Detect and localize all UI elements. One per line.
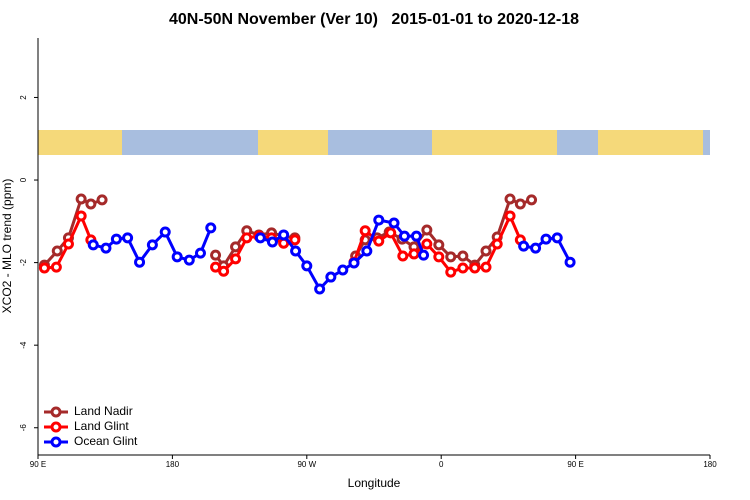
point [433,251,445,263]
y-tick-label: -6 [19,424,28,432]
point [491,238,503,250]
point [518,240,530,252]
point [504,210,516,222]
point [241,232,253,244]
point [385,227,397,239]
point [445,266,457,278]
legend-marker [50,421,62,433]
point [301,260,313,272]
point [50,261,62,273]
point [100,242,112,254]
y-axis-label: XCO2 - MLO trend (ppm) [0,179,14,314]
point [540,233,552,245]
chart-title: 40N-50N November (Ver 10) 2015-01-01 to … [169,11,579,28]
point [122,232,134,244]
x-tick-label: 90 E [30,460,46,469]
legend-label: Ocean Glint [74,434,138,448]
point [526,194,538,206]
x-axis-label: Longitude [348,476,401,490]
point [289,234,301,246]
legend-marker [50,436,62,448]
map-band [38,130,710,155]
x-tick-label: 90 E [567,460,583,469]
point [75,210,87,222]
point [373,235,385,247]
land-band [432,130,557,155]
point [171,251,183,263]
point [348,257,360,269]
point [183,254,195,266]
point [266,236,278,248]
point [397,250,409,262]
point [146,239,158,251]
point [85,198,97,210]
point [457,250,469,262]
x-tick-label: 90 W [297,460,316,469]
point [278,229,290,241]
point [194,247,206,259]
point [480,261,492,273]
point [205,222,217,234]
x-tick-label: 180 [166,460,180,469]
y-tick-label: 2 [19,95,28,100]
point [433,239,445,251]
land-band [258,130,328,155]
point [254,232,266,244]
point [210,249,222,261]
x-tick-label: 0 [439,460,444,469]
point [530,242,542,254]
y-tick-label: -2 [19,259,28,267]
point [359,225,371,237]
point [551,232,563,244]
point [110,233,122,245]
point [38,262,50,274]
point [398,230,410,242]
legend-marker [50,406,62,418]
land-band [38,130,122,155]
y-tick-label: 0 [19,177,28,182]
x-tick-label: 180 [703,460,717,469]
point [218,265,230,277]
point [418,249,430,261]
point [51,245,63,257]
point [421,238,433,250]
legend-label: Land Glint [74,419,129,433]
point [514,198,526,210]
point [314,283,326,295]
point [480,245,492,257]
point [445,251,457,263]
y-tick-label: -4 [19,341,28,349]
point [87,239,99,251]
point [361,245,373,257]
point [325,271,337,283]
point [62,238,74,250]
legend-label: Land Nadir [74,404,133,418]
point [373,214,385,226]
point [457,262,469,274]
land-band [598,130,703,155]
point [408,248,420,260]
point [75,193,87,205]
point [337,264,349,276]
point [421,224,433,236]
point [564,256,576,268]
point [210,261,222,273]
point [159,226,171,238]
point [469,262,481,274]
point [96,194,108,206]
point [410,230,422,242]
point [290,245,302,257]
point [504,193,516,205]
point [230,253,242,265]
point [134,256,146,268]
point [388,217,400,229]
point [230,241,242,253]
